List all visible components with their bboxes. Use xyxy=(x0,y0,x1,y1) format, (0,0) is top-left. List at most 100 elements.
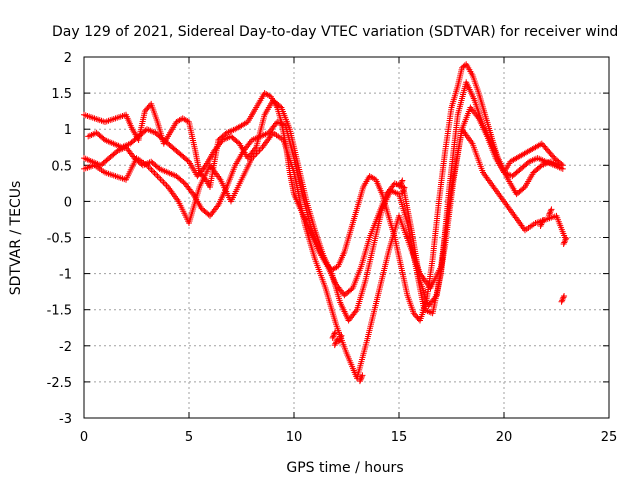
data-point xyxy=(550,153,557,160)
data-point xyxy=(398,190,405,197)
data-point xyxy=(329,334,336,341)
data-point xyxy=(143,106,150,113)
data-point xyxy=(411,311,418,318)
data-point xyxy=(524,159,531,166)
data-point xyxy=(401,184,408,191)
data-point xyxy=(561,292,568,299)
data-point xyxy=(331,342,338,349)
y-tick-label: 0 xyxy=(64,195,72,210)
data-point xyxy=(561,238,568,245)
data-point xyxy=(541,143,548,150)
data-point xyxy=(399,177,406,184)
data-point xyxy=(399,189,406,196)
y-tick-label: 1.5 xyxy=(51,87,72,102)
data-point xyxy=(400,186,407,193)
data-point xyxy=(537,163,544,170)
y-tick-label: -0.5 xyxy=(47,232,72,247)
data-point xyxy=(561,239,568,246)
data-point xyxy=(333,339,339,346)
data-point xyxy=(356,378,363,385)
data-point xyxy=(547,150,554,157)
data-point xyxy=(546,149,553,156)
axis-ticks: 0 5 10 15 20 25 2 1.5 1 0.5 0 -0.5 -1 -1.5 -2 -2.5 -3 xyxy=(47,51,618,445)
data-point xyxy=(155,164,162,171)
y-tick-label: 0.5 xyxy=(51,159,72,174)
data-point xyxy=(144,105,151,112)
data-point xyxy=(538,140,545,147)
x-tick-label: 10 xyxy=(286,430,303,445)
data-point xyxy=(331,330,338,337)
data-point xyxy=(338,332,345,339)
data-point xyxy=(337,334,344,341)
data-point xyxy=(548,152,555,159)
data-point xyxy=(332,340,339,347)
data-point xyxy=(330,331,337,338)
data-point xyxy=(180,179,187,186)
data-point xyxy=(398,180,405,187)
y-axis-label: SDTVAR / TECUs xyxy=(8,181,24,296)
data-point xyxy=(145,103,152,110)
data-point xyxy=(100,135,107,142)
x-tick-label: 15 xyxy=(391,430,408,445)
data-point xyxy=(560,294,567,301)
data-point xyxy=(410,310,417,317)
data-point xyxy=(332,329,339,336)
data-point xyxy=(537,222,544,229)
y-tick-label: -1.5 xyxy=(47,304,72,319)
data-point xyxy=(539,218,546,225)
y-tick-label: -2.5 xyxy=(47,376,72,391)
data-point xyxy=(359,372,366,379)
data-point xyxy=(414,314,421,321)
y-tick-label: -2 xyxy=(59,340,72,355)
data-point xyxy=(235,139,241,146)
data-point xyxy=(222,131,229,138)
data-point xyxy=(358,375,365,382)
data-point xyxy=(184,157,191,164)
data-point xyxy=(520,185,527,192)
data-point xyxy=(547,207,554,214)
data-point xyxy=(543,146,550,153)
data-point xyxy=(400,187,407,194)
data-point xyxy=(398,178,405,185)
x-tick-label: 20 xyxy=(496,430,513,445)
data-point xyxy=(396,183,403,190)
data-point xyxy=(555,162,562,169)
data-point xyxy=(562,236,569,243)
data-point xyxy=(545,212,552,219)
data-point xyxy=(548,206,555,213)
x-axis-label: GPS time / hours xyxy=(286,460,403,476)
data-point xyxy=(348,286,355,293)
data-point xyxy=(563,235,570,242)
x-tick-label: 0 xyxy=(80,430,88,445)
data-point xyxy=(333,337,340,344)
data-point xyxy=(358,373,365,380)
y-tick-label: 1 xyxy=(64,123,72,138)
data-point xyxy=(540,217,547,224)
data-point xyxy=(538,220,545,227)
data-point xyxy=(560,240,567,247)
y-tick-label: 2 xyxy=(64,51,72,66)
data-point xyxy=(277,103,283,110)
data-point xyxy=(357,376,364,383)
data-point xyxy=(540,142,547,149)
data-point xyxy=(559,165,566,172)
data-point xyxy=(542,144,549,151)
data-point xyxy=(545,147,552,154)
data-point xyxy=(413,313,420,320)
data-point xyxy=(559,297,566,304)
chart-title: Day 129 of 2021, Sidereal Day-to-day VTE… xyxy=(52,24,618,40)
data-point xyxy=(538,221,545,228)
data-point xyxy=(113,149,120,156)
data-point xyxy=(559,295,566,302)
data-point xyxy=(330,333,337,340)
y-tick-label: -1 xyxy=(59,268,72,283)
data-point xyxy=(337,335,344,342)
data-point xyxy=(334,336,341,343)
x-tick-label: 25 xyxy=(601,430,618,445)
x-tick-label: 5 xyxy=(185,430,193,445)
data-point xyxy=(546,210,553,217)
data-point xyxy=(141,108,148,115)
data-point xyxy=(558,298,565,305)
data-point xyxy=(547,209,554,216)
